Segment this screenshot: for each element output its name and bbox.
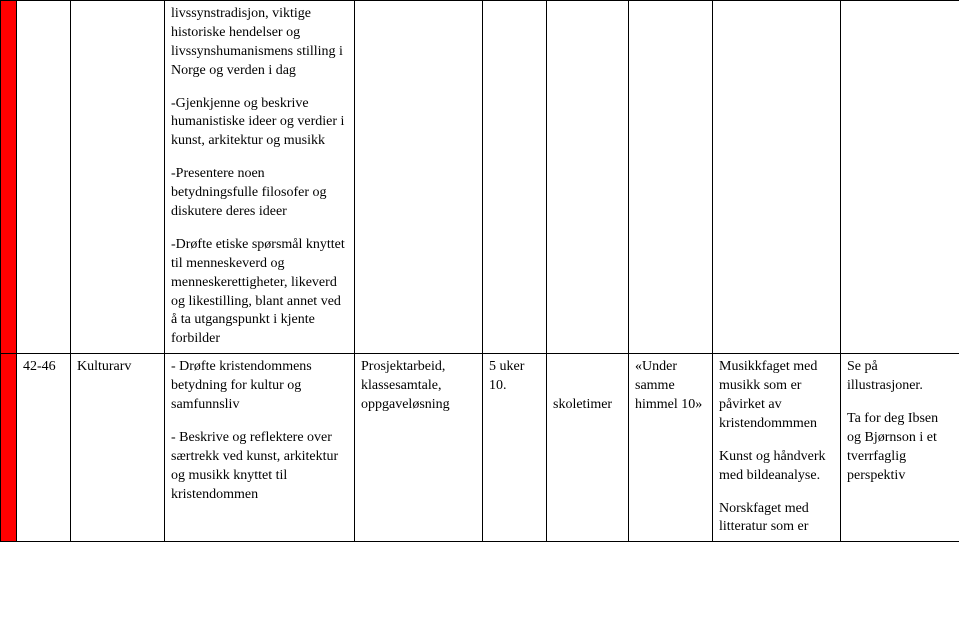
table-row: livssynstradisjon, viktige historiske he… — [1, 1, 959, 354]
notes-cell — [841, 1, 959, 354]
description-cell: - Drøfte kristendommens betydning for ku… — [165, 354, 355, 542]
topic-cell — [71, 1, 165, 354]
hours-text: skoletimer — [553, 396, 622, 415]
desc-paragraph: -Drøfte etiske spørsmål knyttet til menn… — [171, 236, 348, 349]
weeks-text: 42-46 — [23, 359, 56, 374]
curriculum-table: livssynstradisjon, viktige historiske he… — [0, 0, 959, 542]
method-cell: Prosjektarbeid, klassesamtale, oppgavelø… — [355, 354, 483, 542]
duration-cell: 5 uker 10. — [483, 354, 547, 542]
crosssubject-cell: Musikkfaget med musikk som er påvirket a… — [713, 354, 841, 542]
cross-paragraph: Musikkfaget med musikk som er påvirket a… — [719, 358, 834, 434]
notes-paragraph: Se på illustrasjoner. — [847, 358, 953, 396]
desc-paragraph: - Beskrive og reflektere over særtrekk v… — [171, 429, 348, 505]
notes-cell: Se på illustrasjoner. Ta for deg Ibsen o… — [841, 354, 959, 542]
topic-text: Kulturarv — [77, 359, 131, 374]
topic-cell: Kulturarv — [71, 354, 165, 542]
duration-line: 5 uker — [489, 358, 540, 377]
cross-paragraph: Norskfaget med litteratur som er — [719, 500, 834, 538]
desc-paragraph: -Presentere noen betydningsfulle filosof… — [171, 165, 348, 222]
desc-paragraph: -Gjenkjenne og beskrive humanistiske ide… — [171, 95, 348, 152]
table-row: 42-46 Kulturarv - Drøfte kristendommens … — [1, 354, 959, 542]
cross-paragraph: Kunst og håndverk med bildeanalyse. — [719, 448, 834, 486]
desc-paragraph: - Drøfte kristendommens betydning for ku… — [171, 358, 348, 415]
duration-line: 10. — [489, 377, 540, 396]
hours-cell — [547, 1, 629, 354]
hours-cell: skoletimer — [547, 354, 629, 542]
weeks-cell — [17, 1, 71, 354]
weeks-cell: 42-46 — [17, 354, 71, 542]
crosssubject-cell — [713, 1, 841, 354]
desc-paragraph: livssynstradisjon, viktige historiske he… — [171, 5, 348, 81]
resource-cell — [629, 1, 713, 354]
description-cell: livssynstradisjon, viktige historiske he… — [165, 1, 355, 354]
notes-paragraph: Ta for deg Ibsen og Bjørnson i et tverrf… — [847, 410, 953, 486]
resource-cell: «Under samme himmel 10» — [629, 354, 713, 542]
duration-cell — [483, 1, 547, 354]
red-marker-cell — [1, 354, 17, 542]
resource-text: «Under samme himmel 10» — [635, 359, 702, 412]
method-cell — [355, 1, 483, 354]
method-text: Prosjektarbeid, klassesamtale, oppgavelø… — [361, 359, 450, 412]
red-marker-cell — [1, 1, 17, 354]
